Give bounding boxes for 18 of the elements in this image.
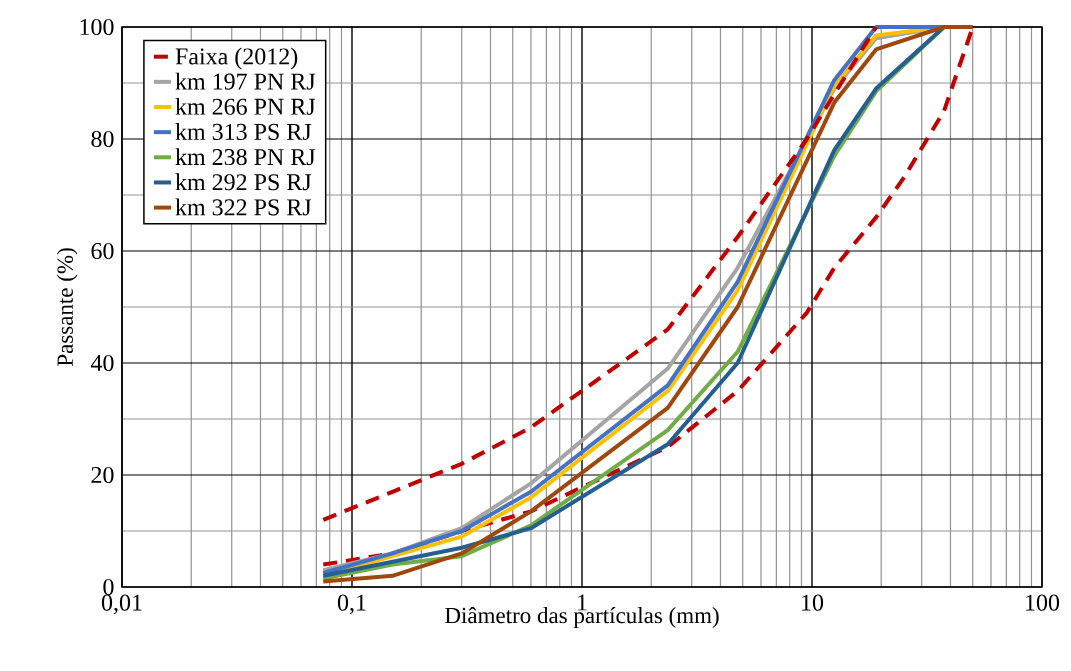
legend-label: km 322 PS RJ [175,198,312,216]
x-tick-label: 0,1 [337,594,366,615]
legend-label: km 197 PN RJ [175,72,316,90]
legend-label: km 266 PN RJ [175,97,316,115]
x-tick-label: 10 [802,594,824,611]
legend-label: km 313 PS RJ [175,123,312,140]
y-axis-title: Passante (%) [56,248,78,367]
legend-label: Faixa (2012) [175,47,298,70]
legend-label: km 238 PN RJ [175,148,316,166]
y-tick-label: 100 [80,18,114,36]
legend-label: km 292 PS RJ [175,173,312,191]
x-tick-label: 0,01 [101,594,142,615]
y-tick-label: 40 [90,354,114,372]
x-tick-label: 100 [1026,594,1060,611]
y-tick-label: 0 [103,578,114,596]
y-tick-label: 20 [91,466,114,484]
y-tick-label: 60 [91,242,114,260]
y-tick-label: 80 [91,130,114,148]
